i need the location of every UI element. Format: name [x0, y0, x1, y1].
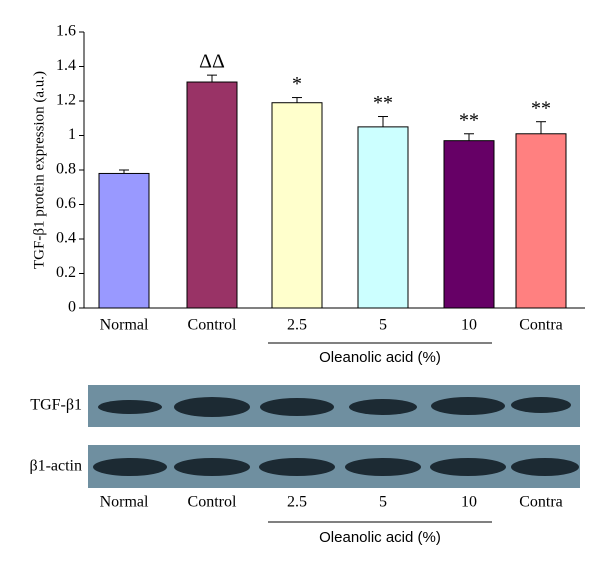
y-tick-label: 1.2: [56, 92, 76, 109]
bar: [443, 140, 495, 309]
bar: [186, 81, 238, 309]
annotation: ΔΔ: [199, 51, 225, 73]
y-tick-label: 0.6: [56, 195, 76, 212]
y-tick-label: 0.8: [56, 161, 76, 178]
y-tick-label: 0: [68, 299, 76, 316]
blot-lane-label: 10: [461, 494, 477, 511]
x-tick-label: 2.5: [287, 317, 307, 334]
annotation: **: [373, 92, 393, 114]
blot-label: β1-actin: [29, 458, 82, 475]
bar: [357, 126, 409, 309]
y-tick-label: 0.2: [56, 264, 76, 281]
x-tick-label: 10: [461, 317, 477, 334]
blot-lane-label: 5: [379, 494, 387, 511]
annotation: *: [292, 73, 302, 95]
x-tick-label: Normal: [100, 317, 149, 334]
bar: [515, 133, 567, 309]
x-tick-label: Control: [188, 317, 237, 334]
bar: [98, 172, 150, 309]
group-label: Oleanolic acid (%): [319, 349, 441, 366]
blot-strip: [88, 385, 580, 427]
y-tick-label: 1: [68, 126, 76, 143]
x-tick-label: Contra: [519, 317, 563, 334]
bar: [271, 102, 323, 309]
blot-lane-label: Contra: [519, 494, 563, 511]
y-tick-label: 0.4: [56, 230, 76, 247]
y-tick-label: 1.6: [56, 23, 76, 40]
blot-lane-label: Normal: [100, 494, 149, 511]
x-tick-label: 5: [379, 317, 387, 334]
blot-lane-label: 2.5: [287, 494, 307, 511]
blot-bands: [93, 397, 579, 476]
y-tick-label: 1.4: [56, 57, 76, 74]
group-label: Oleanolic acid (%): [319, 529, 441, 546]
blot: [88, 385, 580, 488]
blot-label: TGF-β1: [30, 397, 82, 414]
y-axis-label: TGF-β1 protein expression (a.u.): [31, 71, 47, 269]
annotation: **: [459, 109, 479, 131]
blot-lane-label: Control: [188, 494, 237, 511]
annotation: **: [531, 97, 551, 119]
